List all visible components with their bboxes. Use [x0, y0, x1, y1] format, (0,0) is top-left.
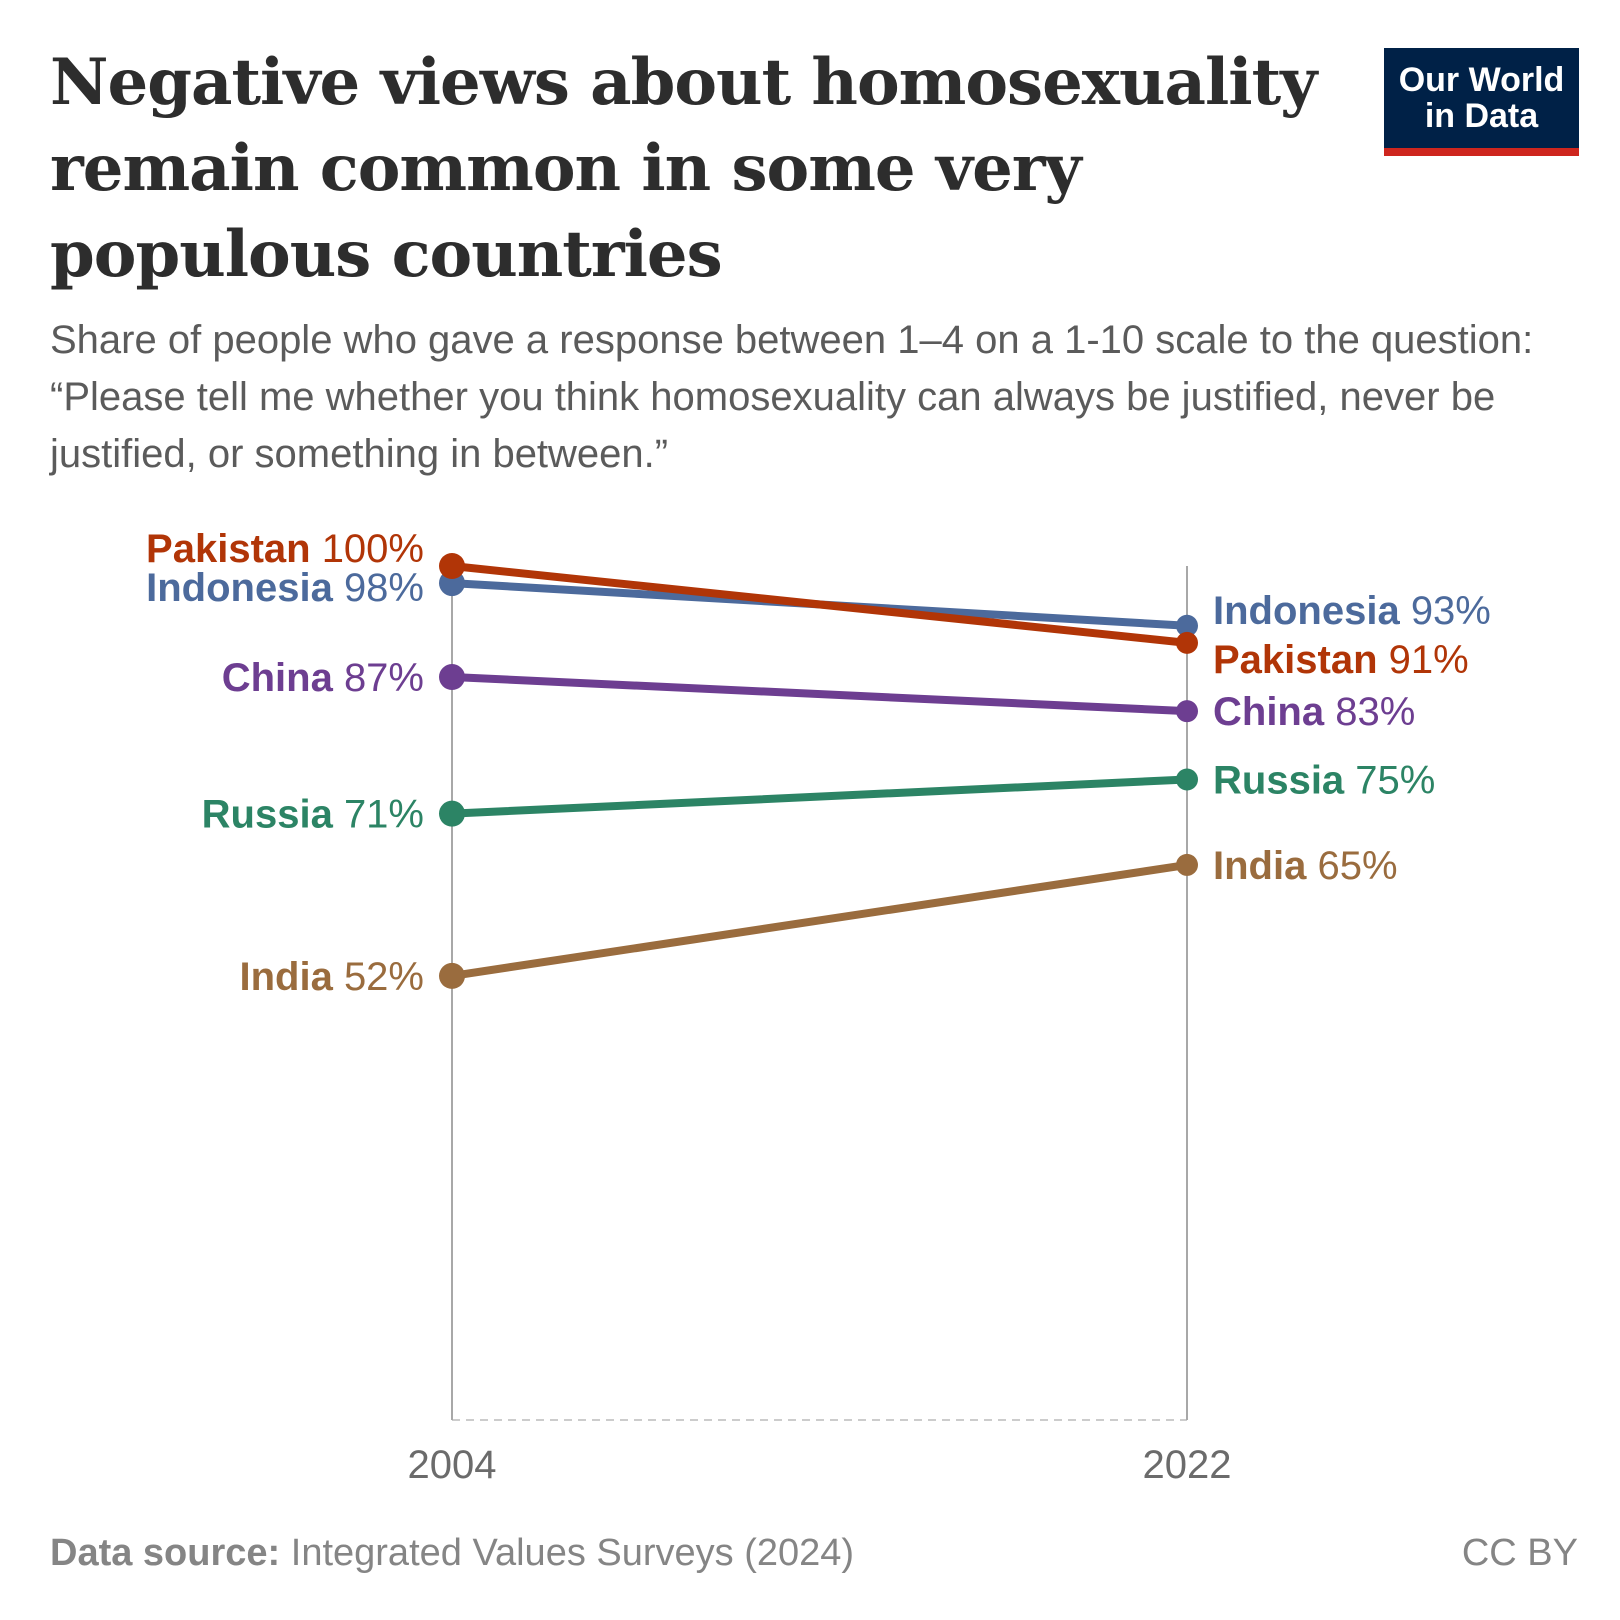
- data-point-indonesia-2022: [1176, 614, 1198, 637]
- data-label-china-2004: China 87%: [222, 656, 424, 700]
- data-label-indonesia-2022: Indonesia 93%: [1213, 589, 1491, 633]
- data-point-china-2022: [1176, 700, 1198, 723]
- data-point-india-2022: [1176, 853, 1198, 876]
- x-tick-label: 2004: [408, 1443, 497, 1487]
- series-line-china: [448, 673, 1191, 716]
- data-label-indonesia-2004: Indonesia 98%: [146, 566, 424, 610]
- data-point-russia-2022: [1176, 768, 1198, 791]
- data-point-china-2004: [439, 664, 465, 691]
- data-point-pakistan-2022: [1176, 631, 1198, 654]
- x-tick-label: 2022: [1143, 1443, 1232, 1487]
- data-label-india-2004: India 52%: [239, 955, 424, 999]
- footer-source: Data source: Integrated Values Surveys (…: [50, 1532, 854, 1575]
- source-text[interactable]: Integrated Values Surveys (2024): [290, 1532, 855, 1574]
- data-label-russia-2022: Russia 75%: [1213, 759, 1435, 803]
- data-point-russia-2004: [439, 800, 465, 827]
- data-point-india-2004: [439, 962, 465, 989]
- data-label-pakistan-2004: Pakistan 100%: [146, 527, 424, 571]
- data-label-pakistan-2022: Pakistan 91%: [1213, 638, 1469, 682]
- owid-logo[interactable]: Our World in Data: [1384, 48, 1579, 156]
- data-label-china-2022: China 83%: [1213, 690, 1415, 734]
- series-line-russia: [448, 775, 1191, 818]
- data-label-india-2022: India 65%: [1213, 844, 1398, 888]
- series-line-india: [448, 860, 1191, 980]
- data-point-pakistan-2004: [439, 553, 465, 579]
- license[interactable]: CC BY: [1461, 1532, 1578, 1574]
- source-label: Data source:: [50, 1532, 281, 1574]
- data-label-russia-2004: Russia 71%: [202, 793, 424, 837]
- chart-subtitle: Share of people who gave a response betw…: [50, 318, 1534, 476]
- series-line-pakistan: [448, 562, 1191, 647]
- chart-title: Negative views about homosexuality remai…: [50, 45, 1317, 292]
